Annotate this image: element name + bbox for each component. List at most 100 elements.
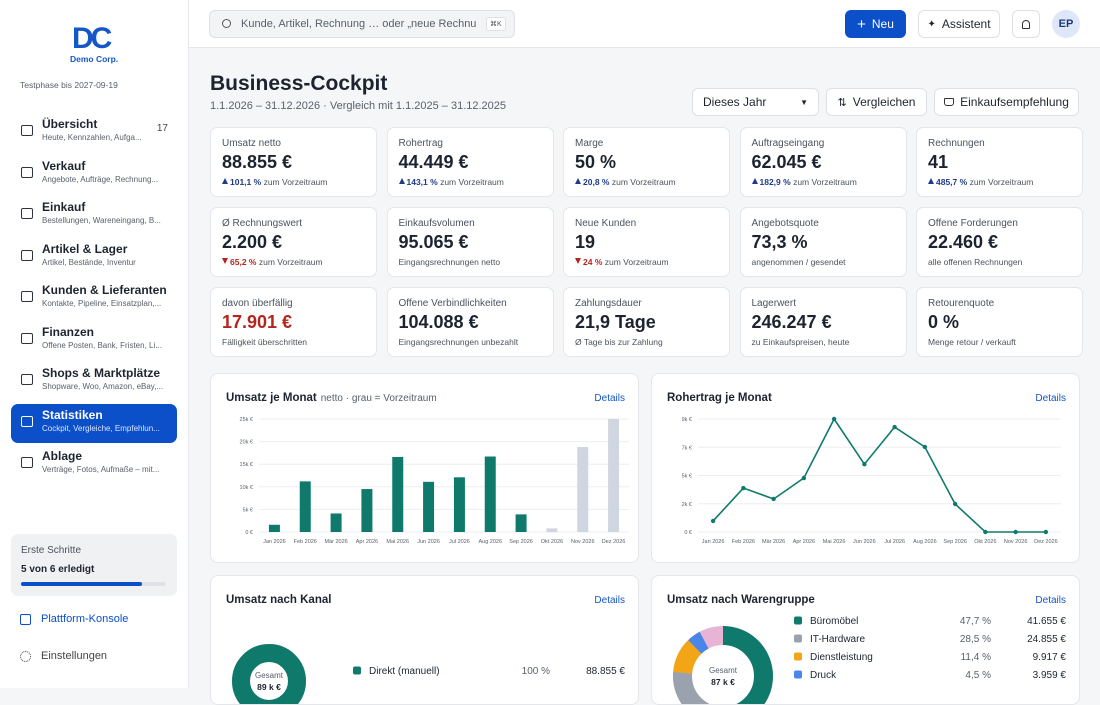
assistant-button[interactable]: ✦Assistent [918, 10, 1000, 38]
point [892, 425, 896, 429]
page-subtitle: 1.1.2026 – 31.12.2026 · Vergleich mit 1.… [210, 100, 506, 112]
search[interactable]: Kunde, Artikel, Rechnung … oder „neue Re… [209, 10, 515, 38]
y-tick-label: 5k € [243, 507, 253, 513]
center-label: Gesamt [255, 671, 284, 680]
assistant-text: Assistent [942, 17, 991, 31]
nav-title: Statistiken [42, 408, 177, 422]
legend-label: Dienstleistung [810, 652, 873, 663]
legend-label: Direkt (manuell) [369, 666, 440, 677]
kpi-note: Eingangsrechnungen unbezahlt [399, 337, 542, 347]
avatar[interactable]: EP [1052, 10, 1080, 38]
link-console[interactable]: Plattform-Konsole [20, 613, 128, 625]
nav-icon [21, 333, 33, 344]
search-placeholder: Kunde, Artikel, Rechnung … oder „neue Re… [241, 18, 476, 30]
nav-subtitle: Kontakte, Pipeline, Einsatzplan,... [42, 299, 170, 308]
progress-bar [21, 582, 142, 586]
recommend-button[interactable]: Einkaufsempfehlung [934, 88, 1079, 116]
kpi-value: 95.065 € [399, 232, 542, 253]
kpi-note: Ø Tage bis zur Zahlung [575, 337, 718, 347]
bar [516, 514, 527, 532]
bar [392, 457, 403, 532]
nav-subtitle: Artikel, Bestände, Inventur [42, 258, 170, 267]
kpi-note-text: Menge retour / verkauft [928, 337, 1016, 347]
bar [454, 477, 465, 532]
x-tick-label: Jun 2026 [417, 539, 440, 545]
bar [361, 489, 372, 532]
nav-title: Kunden & Lieferanten [42, 283, 177, 297]
x-tick-label: Dez 2026 [602, 539, 626, 545]
kpi-value: 44.449 € [399, 152, 542, 173]
kpi-label: Offene Verbindlichkeiten [399, 298, 542, 309]
kpi-note-text: Ø Tage bis zur Zahlung [575, 337, 663, 347]
onboarding: Erste Schritte 5 von 6 erledigt [11, 534, 177, 596]
nav-icon [21, 250, 33, 261]
kpi-note: angenommen / gesendet [752, 257, 895, 267]
y-tick-label: 7k € [682, 445, 692, 451]
kpi-value: 62.045 € [752, 152, 895, 173]
topbar: Kunde, Artikel, Rechnung … oder „neue Re… [189, 0, 1100, 48]
point [832, 417, 836, 421]
kpi-label: Einkaufsvolumen [399, 218, 542, 229]
kpi-value: 41 [928, 152, 1071, 173]
legend-label: Druck [810, 670, 837, 681]
nav-icon [21, 374, 33, 385]
nav-title: Verkauf [42, 159, 177, 173]
bar [423, 482, 434, 532]
kpi-delta: 24 % [583, 257, 602, 267]
bell-button[interactable] [1012, 10, 1040, 38]
amount: 3.959 € [1033, 670, 1067, 681]
progress-track [21, 582, 166, 586]
x-tick-label: Mai 2026 [823, 539, 846, 545]
x-tick-label: Okt 2026 [974, 539, 996, 545]
period-select[interactable]: Dieses Jahr▼ [692, 88, 819, 116]
kpi-delta: 182,9 % [760, 177, 791, 187]
new-button[interactable]: +Neu [845, 10, 906, 38]
compare-button[interactable]: ⇅Vergleichen [826, 88, 927, 116]
trend-arrow [399, 178, 405, 184]
point [711, 519, 715, 523]
kpi-note-text: alle offenen Rechnungen [928, 257, 1022, 267]
link-settings[interactable]: Einstellungen [20, 650, 107, 662]
kpi-label: Umsatz netto [222, 138, 365, 149]
x-tick-label: Sep 2026 [943, 539, 967, 545]
kpi-note-text: zu Einkaufspreisen, heute [752, 337, 850, 347]
x-tick-label: Jul 2026 [884, 539, 905, 545]
x-tick-label: Aug 2026 [478, 539, 502, 545]
kpi-label: Offene Forderungen [928, 218, 1071, 229]
y-tick-label: 2k € [682, 502, 692, 508]
onboarding-label: 5 von 6 erledigt [21, 564, 94, 575]
nav-item[interactable]: Kunden & Lieferanten Kontakte, Pipeline, … [11, 279, 177, 318]
trend-arrow [222, 178, 228, 184]
kpi-note: alle offenen Rechnungen [928, 257, 1071, 267]
kpi-note-text: zum Vorzeitraum [259, 257, 323, 267]
y-tick-label: 0 € [684, 530, 692, 536]
kpi-note: 24 % zum Vorzeitraum [575, 257, 718, 267]
link-settings-text: Einstellungen [41, 650, 107, 662]
point [862, 462, 866, 466]
x-tick-label: Jan 2026 [263, 539, 286, 545]
kpi-note-text: zum Vorzeitraum [440, 177, 504, 187]
trend-arrow [575, 178, 581, 184]
kpi-label: Lagerwert [752, 298, 895, 309]
amount: 41.655 € [1027, 616, 1066, 627]
x-tick-label: Sep 2026 [509, 539, 533, 545]
nav-subtitle: Verträge, Fotos, Aufmaße – mit... [42, 465, 170, 474]
nav-icon [21, 416, 33, 427]
nav-icon [21, 291, 33, 302]
